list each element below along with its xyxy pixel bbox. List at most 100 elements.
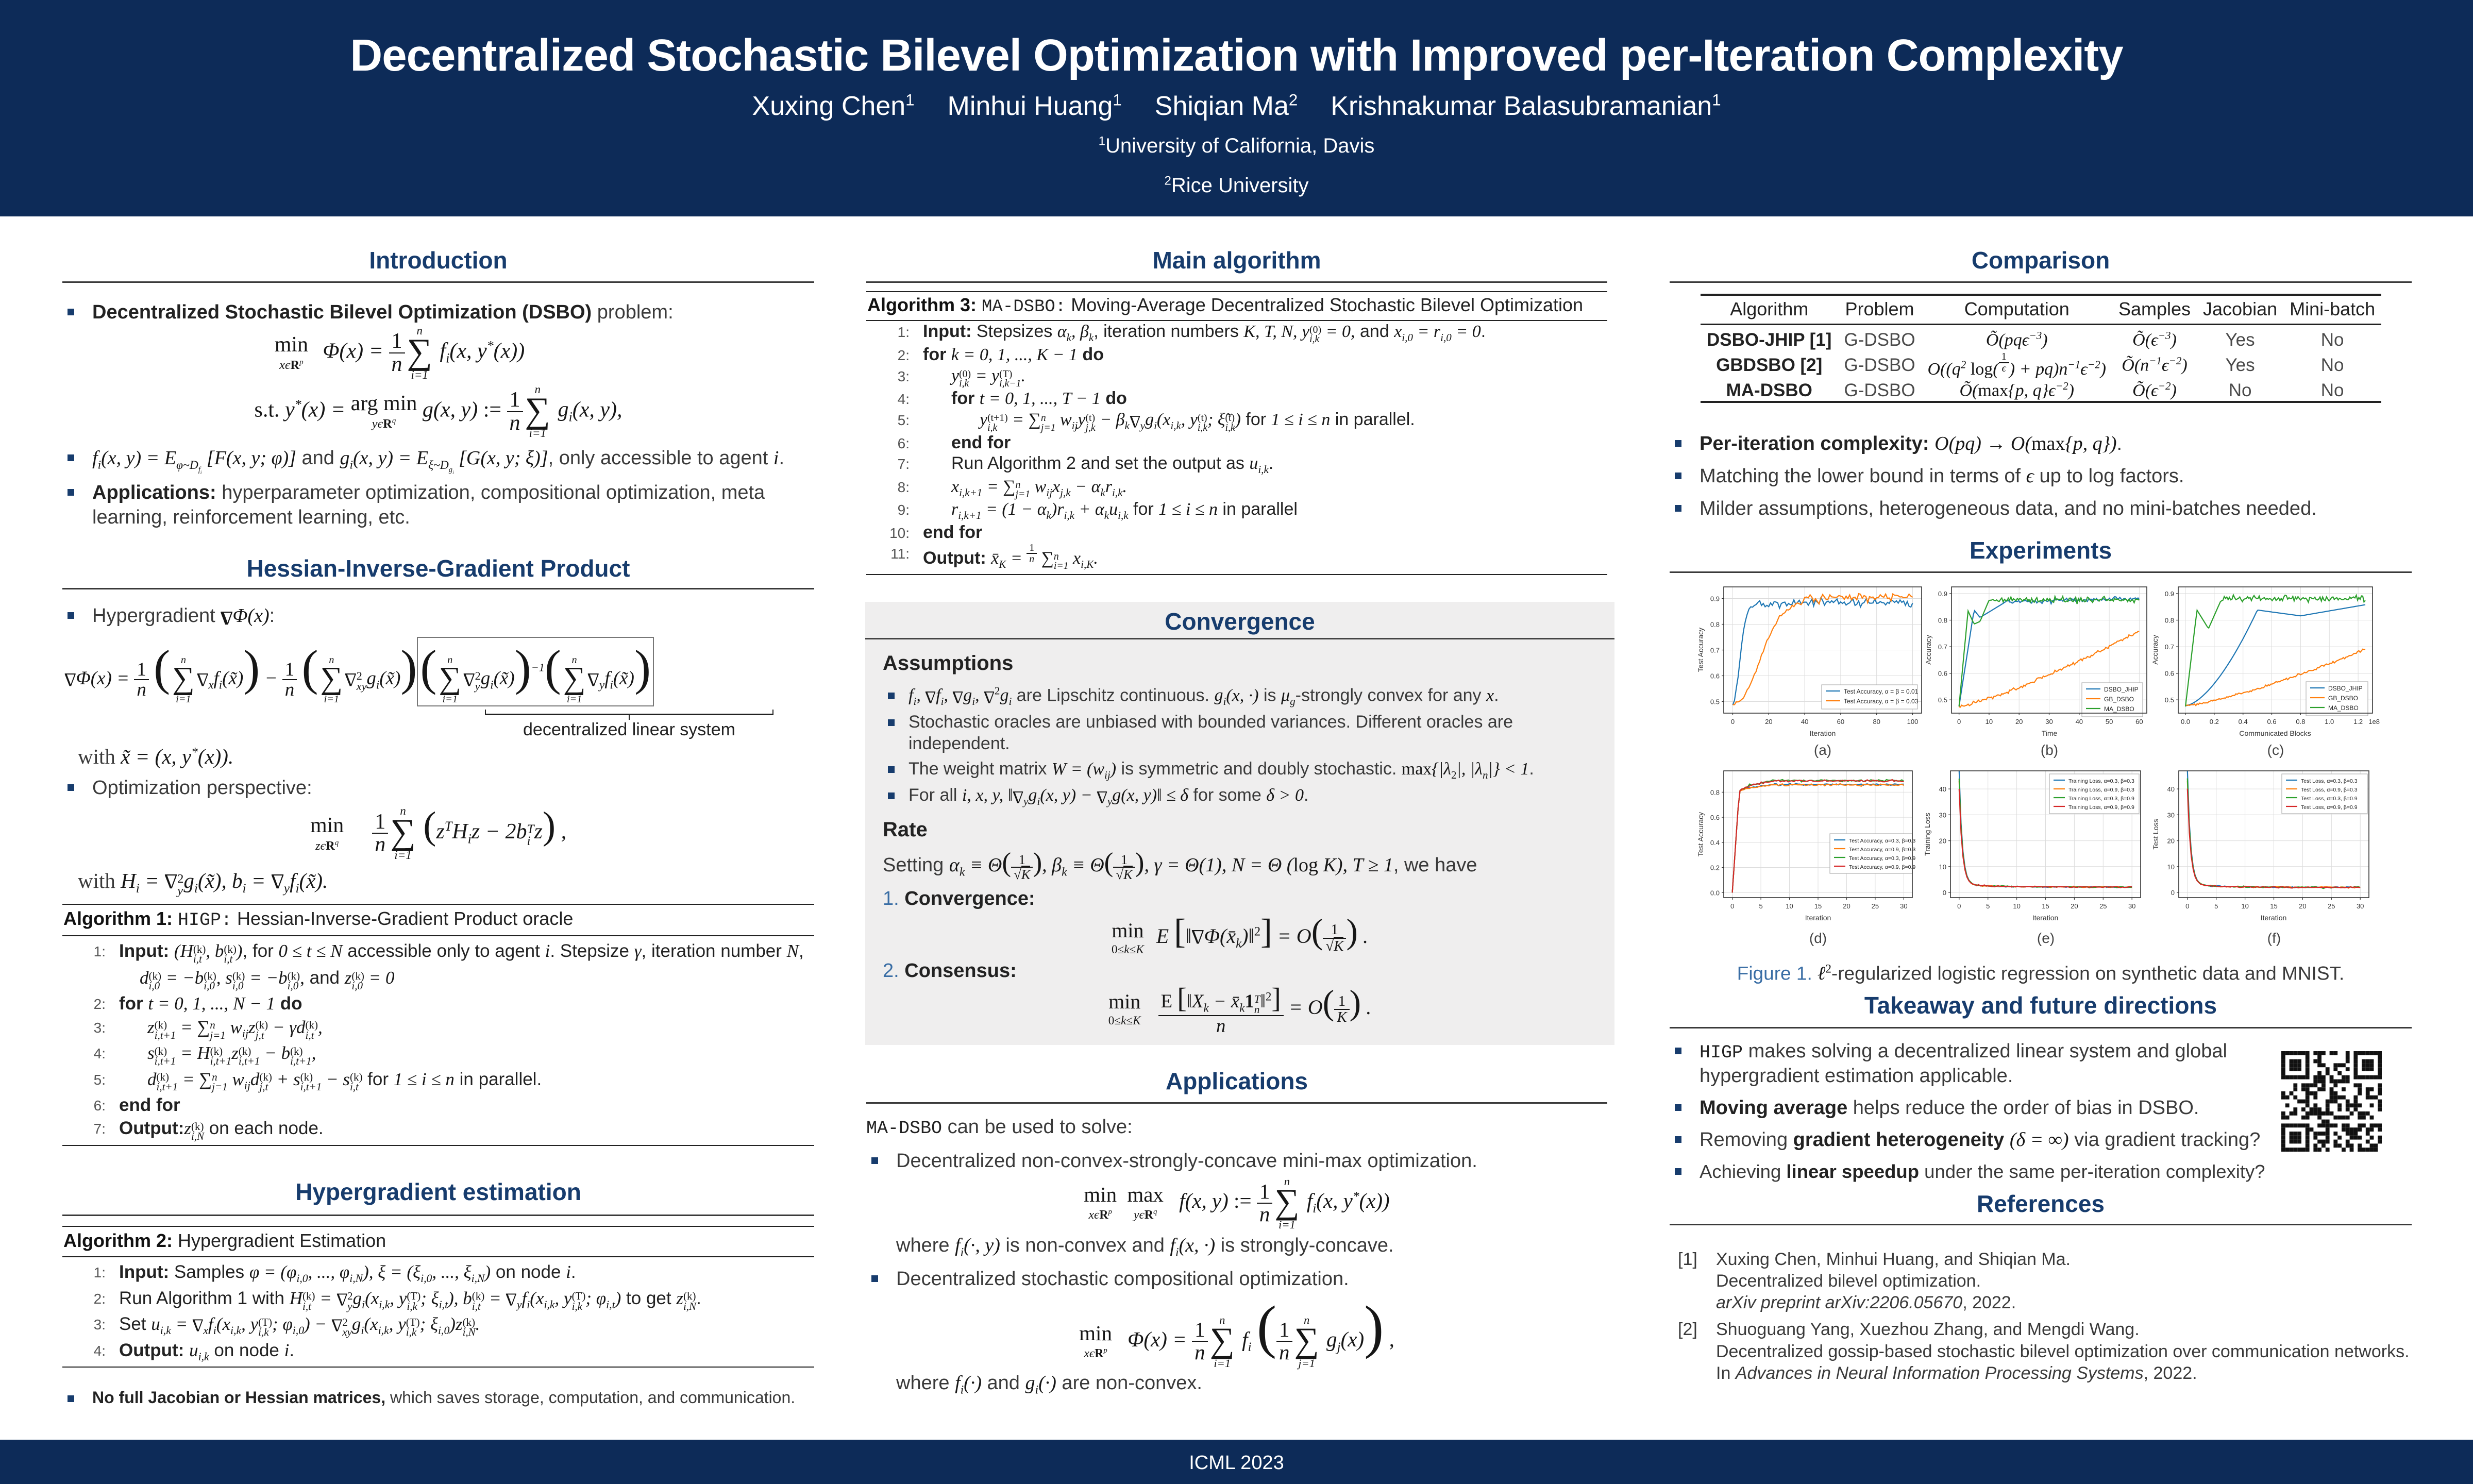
svg-text:0: 0 <box>1957 902 1961 910</box>
svg-text:80: 80 <box>1873 718 1880 726</box>
svg-text:Test Accuracy, α=0.3, β=0.9: Test Accuracy, α=0.3, β=0.9 <box>1849 855 1915 862</box>
svg-text:0.6: 0.6 <box>1938 670 1947 678</box>
svg-text:0.6: 0.6 <box>2267 718 2276 726</box>
svg-text:Test Accuracy, α = β = 0.03: Test Accuracy, α = β = 0.03 <box>1844 698 1919 705</box>
svg-text:25: 25 <box>1872 902 1879 910</box>
svg-text:0.8: 0.8 <box>2296 718 2305 726</box>
svg-text:25: 25 <box>2099 902 2107 910</box>
svg-text:60: 60 <box>2135 718 2143 726</box>
svg-text:20: 20 <box>2299 902 2306 910</box>
svg-text:MA_DSBO: MA_DSBO <box>2328 704 2359 712</box>
svg-text:0.5: 0.5 <box>1710 698 1720 706</box>
svg-text:1e8: 1e8 <box>2368 718 2380 726</box>
svg-text:0.4: 0.4 <box>1710 839 1720 847</box>
svg-text:0.8: 0.8 <box>1938 617 1947 625</box>
svg-text:Training Loss, α=0.3, β=0.3: Training Loss, α=0.3, β=0.3 <box>2068 778 2134 784</box>
svg-text:30: 30 <box>2128 902 2135 910</box>
svg-text:0: 0 <box>1730 902 1734 910</box>
svg-text:0.6: 0.6 <box>2165 670 2174 678</box>
svg-text:Communicated Blocks: Communicated Blocks <box>2239 729 2311 737</box>
svg-text:0.0: 0.0 <box>2181 718 2190 726</box>
svg-text:0.2: 0.2 <box>1710 864 1720 872</box>
svg-text:0.8: 0.8 <box>1710 621 1720 629</box>
svg-text:10: 10 <box>1786 902 1793 910</box>
svg-text:Test Loss: Test Loss <box>2151 819 2160 849</box>
svg-text:DSBO_JHIP: DSBO_JHIP <box>2328 685 2363 692</box>
svg-text:Training Loss: Training Loss <box>1923 813 1931 856</box>
svg-text:0.0: 0.0 <box>1710 889 1720 897</box>
svg-text:Test Loss, α=0.3, β=0.9: Test Loss, α=0.3, β=0.9 <box>2301 796 2358 802</box>
svg-text:Test Loss, α=0.9, β=0.9: Test Loss, α=0.9, β=0.9 <box>2301 804 2358 811</box>
svg-text:50: 50 <box>2106 718 2113 726</box>
svg-text:40: 40 <box>1801 718 1808 726</box>
svg-text:Test Accuracy: Test Accuracy <box>1696 628 1705 672</box>
svg-text:GB_DSBO: GB_DSBO <box>2328 695 2358 702</box>
svg-text:5: 5 <box>1986 902 1990 910</box>
svg-text:20: 20 <box>1843 902 1850 910</box>
svg-text:Iteration: Iteration <box>2032 914 2059 922</box>
svg-text:Test Accuracy, α=0.9, β=0.9: Test Accuracy, α=0.9, β=0.9 <box>1849 864 1915 870</box>
svg-text:0.4: 0.4 <box>2239 718 2248 726</box>
svg-text:10: 10 <box>1939 863 1946 871</box>
svg-text:20: 20 <box>2015 718 2023 726</box>
svg-text:60: 60 <box>1837 718 1844 726</box>
svg-text:30: 30 <box>2357 902 2364 910</box>
svg-text:Training Loss, α=0.9, β=0.9: Training Loss, α=0.9, β=0.9 <box>2068 804 2134 811</box>
svg-text:10: 10 <box>2241 902 2248 910</box>
svg-text:25: 25 <box>2328 902 2335 910</box>
svg-text:Iteration: Iteration <box>1810 729 1836 737</box>
svg-text:10: 10 <box>2013 902 2020 910</box>
svg-text:0.5: 0.5 <box>1938 696 1947 704</box>
svg-text:30: 30 <box>2045 718 2053 726</box>
svg-text:0.5: 0.5 <box>2165 696 2174 704</box>
svg-text:40: 40 <box>2076 718 2083 726</box>
svg-text:Time: Time <box>2042 729 2058 737</box>
svg-text:30: 30 <box>1939 811 1946 819</box>
svg-text:15: 15 <box>2270 902 2277 910</box>
svg-text:0.2: 0.2 <box>2210 718 2219 726</box>
svg-text:0.7: 0.7 <box>1710 647 1720 654</box>
svg-text:Training Loss, α=0.9, β=0.3: Training Loss, α=0.9, β=0.3 <box>2068 787 2134 793</box>
svg-text:Test Accuracy: Test Accuracy <box>1696 812 1705 856</box>
svg-text:0: 0 <box>1731 718 1735 726</box>
svg-text:Test Accuracy, α=0.9, β=0.3: Test Accuracy, α=0.9, β=0.3 <box>1849 847 1915 853</box>
svg-text:0.9: 0.9 <box>1938 590 1947 598</box>
svg-text:20: 20 <box>1939 837 1946 845</box>
svg-text:20: 20 <box>1765 718 1772 726</box>
svg-text:GB_DSBO: GB_DSBO <box>2104 696 2134 703</box>
svg-text:0.6: 0.6 <box>1710 672 1720 680</box>
svg-text:Test Accuracy, α = β = 0.01: Test Accuracy, α = β = 0.01 <box>1844 688 1919 695</box>
svg-text:DSBO_JHIP: DSBO_JHIP <box>2104 686 2139 693</box>
svg-text:0.6: 0.6 <box>1710 814 1720 821</box>
svg-text:0.9: 0.9 <box>2165 590 2174 598</box>
svg-text:0: 0 <box>2185 902 2189 910</box>
svg-text:MA_DSBO: MA_DSBO <box>2104 705 2134 713</box>
svg-text:100: 100 <box>1907 718 1919 726</box>
svg-text:30: 30 <box>2167 811 2175 819</box>
svg-text:5: 5 <box>2214 902 2218 910</box>
svg-text:1.2: 1.2 <box>2353 718 2363 726</box>
svg-text:1.0: 1.0 <box>2325 718 2334 726</box>
svg-text:15: 15 <box>1814 902 1822 910</box>
svg-text:0.8: 0.8 <box>1710 788 1720 796</box>
svg-text:0: 0 <box>2171 889 2175 897</box>
svg-text:Accuracy: Accuracy <box>1924 635 1932 665</box>
svg-text:0: 0 <box>1943 889 1946 897</box>
svg-text:10: 10 <box>1986 718 1993 726</box>
svg-text:0.9: 0.9 <box>1710 595 1720 603</box>
svg-text:Test Accuracy, α=0.3, β=0.3: Test Accuracy, α=0.3, β=0.3 <box>1849 838 1915 844</box>
svg-text:Iteration: Iteration <box>2261 914 2287 922</box>
svg-text:Accuracy: Accuracy <box>2151 635 2159 665</box>
svg-text:5: 5 <box>1759 902 1762 910</box>
svg-text:0.7: 0.7 <box>2165 643 2174 651</box>
svg-text:10: 10 <box>2167 863 2175 871</box>
svg-text:40: 40 <box>2167 785 2175 793</box>
svg-text:30: 30 <box>1900 902 1907 910</box>
svg-text:Test Loss, α=0.3, β=0.3: Test Loss, α=0.3, β=0.3 <box>2301 778 2358 784</box>
svg-text:40: 40 <box>1939 785 1946 793</box>
svg-text:20: 20 <box>2167 837 2175 845</box>
svg-text:Training Loss, α=0.3, β=0.9: Training Loss, α=0.3, β=0.9 <box>2068 796 2134 802</box>
svg-text:20: 20 <box>2071 902 2078 910</box>
svg-text:Test Loss, α=0.9, β=0.3: Test Loss, α=0.9, β=0.3 <box>2301 787 2358 793</box>
svg-text:15: 15 <box>2042 902 2049 910</box>
